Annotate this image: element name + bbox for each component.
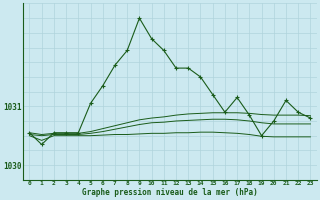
X-axis label: Graphe pression niveau de la mer (hPa): Graphe pression niveau de la mer (hPa) bbox=[82, 188, 258, 197]
